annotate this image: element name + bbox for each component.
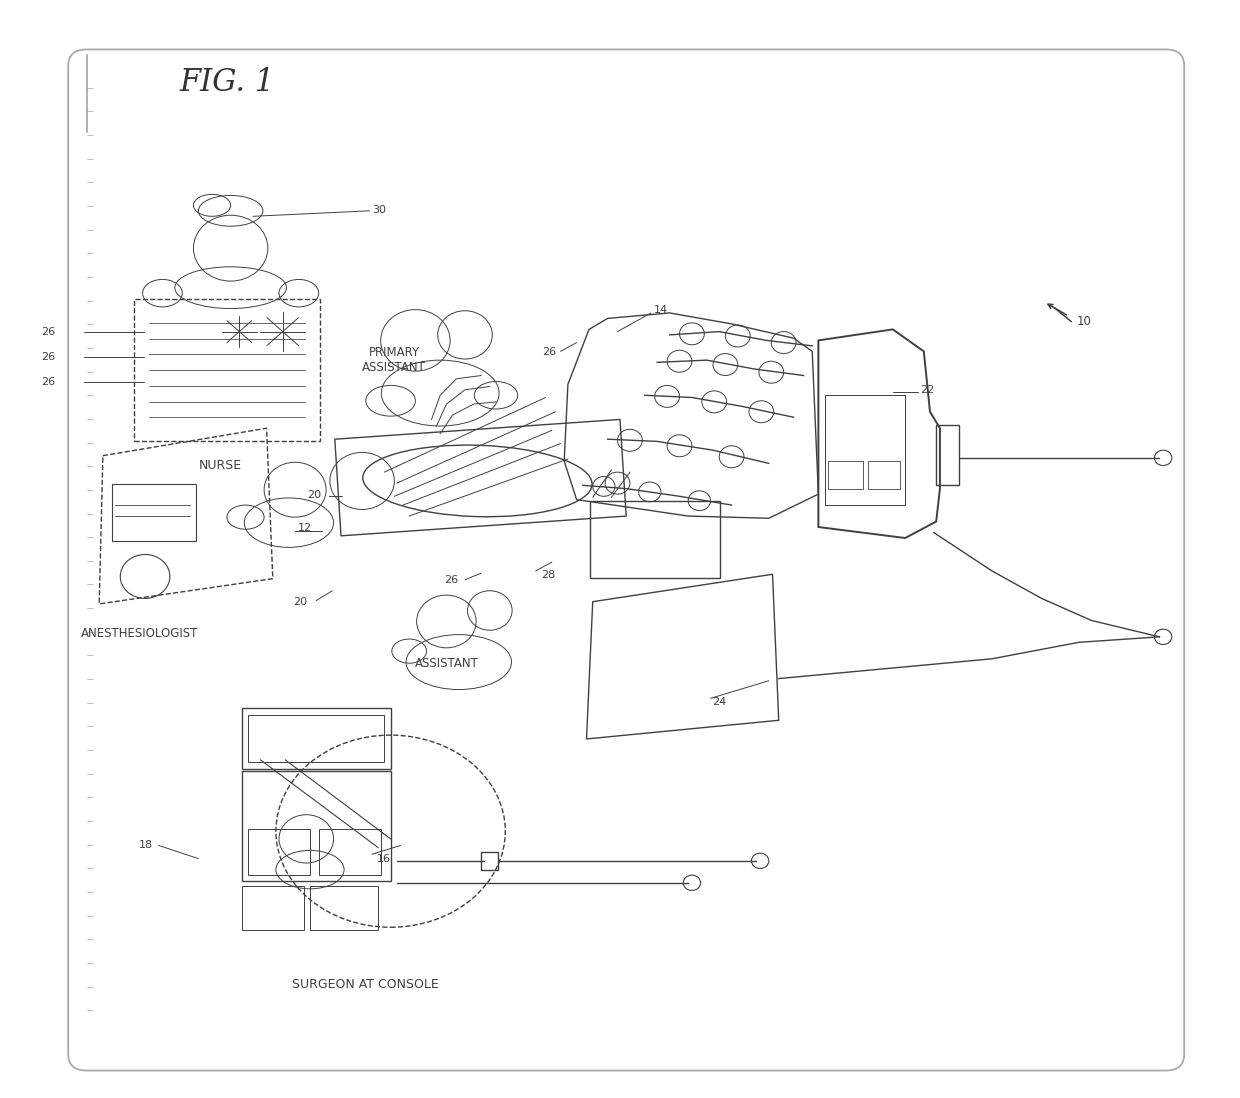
Text: 26: 26 bbox=[41, 326, 55, 337]
Text: 26: 26 bbox=[542, 347, 556, 358]
Text: 20: 20 bbox=[293, 596, 306, 607]
Text: 26: 26 bbox=[444, 574, 458, 585]
Text: SURGEON AT CONSOLE: SURGEON AT CONSOLE bbox=[293, 978, 439, 991]
Bar bbox=[248, 715, 384, 762]
Text: FIG. 1: FIG. 1 bbox=[180, 67, 275, 98]
Bar bbox=[242, 708, 391, 769]
Bar bbox=[242, 886, 304, 930]
Text: PRIMARY
ASSISTANT: PRIMARY ASSISTANT bbox=[362, 346, 427, 374]
Bar bbox=[242, 771, 391, 881]
Text: 28: 28 bbox=[541, 570, 554, 581]
Text: 16: 16 bbox=[377, 853, 391, 864]
Text: 26: 26 bbox=[41, 351, 55, 362]
Text: ANESTHESIOLOGIST: ANESTHESIOLOGIST bbox=[81, 627, 198, 640]
Text: NURSE: NURSE bbox=[200, 459, 242, 472]
Text: 22: 22 bbox=[920, 384, 934, 395]
Bar bbox=[481, 852, 498, 870]
Bar bbox=[248, 829, 310, 875]
Text: 24: 24 bbox=[712, 696, 725, 707]
Text: 14: 14 bbox=[653, 304, 667, 315]
Text: 18: 18 bbox=[139, 840, 153, 851]
Bar bbox=[319, 829, 381, 875]
Text: 20: 20 bbox=[308, 490, 321, 501]
Text: 26: 26 bbox=[41, 377, 55, 388]
Bar bbox=[590, 501, 720, 578]
Bar bbox=[134, 299, 320, 441]
Text: ASSISTANT: ASSISTANT bbox=[414, 657, 479, 670]
Bar bbox=[310, 886, 378, 930]
Text: 12: 12 bbox=[298, 523, 311, 534]
Bar bbox=[828, 461, 863, 489]
Bar bbox=[112, 484, 196, 541]
Text: 10: 10 bbox=[1076, 315, 1091, 328]
Bar bbox=[825, 395, 905, 505]
Bar bbox=[868, 461, 900, 489]
Text: 30: 30 bbox=[372, 204, 386, 215]
Bar bbox=[936, 425, 959, 485]
